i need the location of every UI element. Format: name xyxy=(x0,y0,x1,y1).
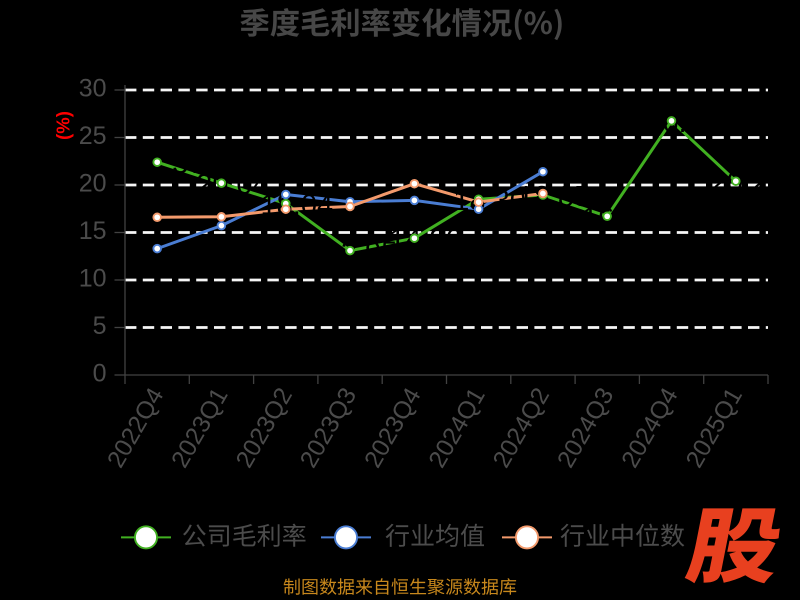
svg-text:30: 30 xyxy=(79,75,107,103)
svg-text:26.68: 26.68 xyxy=(646,107,719,139)
svg-text:18.30: 18.30 xyxy=(453,185,526,217)
svg-text:18.04: 18.04 xyxy=(261,190,334,222)
svg-text:10: 10 xyxy=(79,265,107,293)
svg-text:25: 25 xyxy=(79,122,107,150)
svg-text:20: 20 xyxy=(79,170,107,198)
svg-text:18.85: 18.85 xyxy=(518,181,591,213)
svg-text:(%): (%) xyxy=(53,111,74,140)
svg-text:20.04: 20.04 xyxy=(196,169,269,201)
svg-text:20.28: 20.28 xyxy=(711,167,784,199)
svg-text:12.95: 12.95 xyxy=(325,237,398,269)
svg-text:14.26: 14.26 xyxy=(389,224,462,256)
svg-text:0: 0 xyxy=(93,360,107,388)
svg-text:15: 15 xyxy=(79,217,107,245)
svg-text:16.61: 16.61 xyxy=(582,202,655,234)
svg-text:5: 5 xyxy=(93,312,107,340)
svg-text:22.37: 22.37 xyxy=(132,148,205,180)
